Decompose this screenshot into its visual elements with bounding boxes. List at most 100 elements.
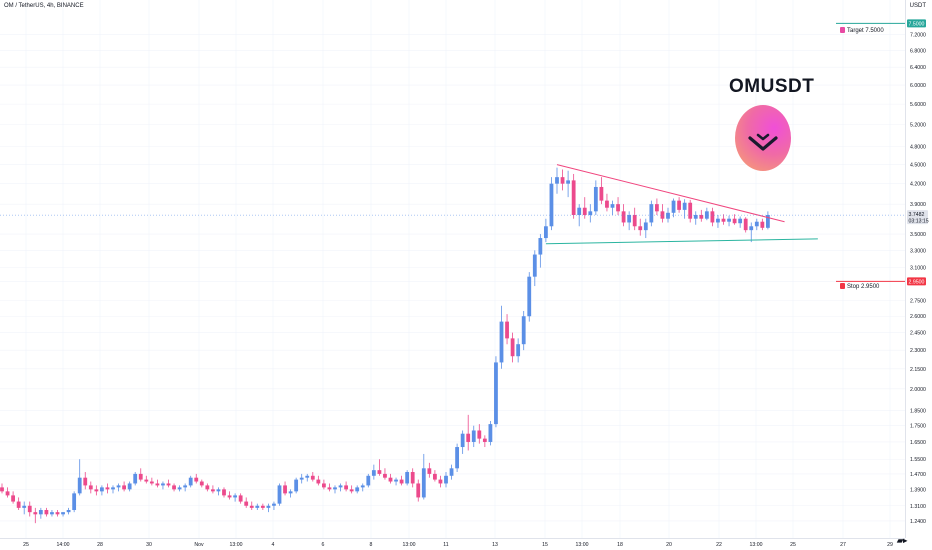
candle-body	[277, 485, 282, 504]
candle-body	[227, 495, 232, 498]
candle-body	[605, 200, 609, 208]
price-tick-label: 4.5000	[910, 163, 926, 169]
upper-trendline	[556, 164, 785, 223]
time-tick-label: 15	[542, 542, 548, 548]
candle-body	[299, 477, 304, 480]
price-tick-label: 2.7500	[910, 299, 926, 305]
candle-body	[122, 485, 126, 490]
price-tick-label: 1.2400	[910, 519, 926, 525]
candle-body	[144, 479, 149, 482]
om-logo-icon	[735, 105, 791, 171]
candle-body	[288, 491, 293, 494]
candle-body	[749, 226, 754, 231]
candle-body	[527, 276, 532, 317]
candle-body	[72, 493, 77, 511]
price-tick-label: 4.8000	[910, 145, 926, 151]
candle-body	[22, 505, 27, 508]
candle-body	[760, 221, 765, 228]
tradingview-logo-icon[interactable]: ▰▸	[897, 536, 908, 545]
candle-body	[316, 479, 321, 484]
candle-body	[627, 214, 632, 223]
time-axis[interactable]: 25 14:00 28 30 Nov 13:00 4 6 8 13:00 11 13 15 13:00 18…	[23, 542, 893, 548]
candle-body	[255, 505, 260, 508]
candle-body	[460, 433, 465, 448]
candle-body	[649, 204, 654, 223]
candle-body	[233, 495, 237, 498]
candle-body	[560, 177, 565, 184]
candle-body	[5, 491, 10, 496]
price-axis[interactable]: 7.2000 6.8000 6.4000 6.0000 5.6000 5.2000 4.80…	[910, 33, 926, 525]
candle-body	[410, 472, 415, 484]
candle-body	[249, 505, 254, 508]
candle-body	[416, 483, 421, 498]
target-label: Target 7.5000	[840, 27, 884, 34]
candle-body	[327, 487, 332, 490]
time-tick-label: 13:00	[403, 542, 416, 548]
price-tick-label: 2.1500	[910, 367, 926, 373]
candle-body	[704, 211, 709, 219]
candle-body	[27, 505, 32, 513]
time-tick-label: 18	[617, 542, 623, 548]
candle-body	[66, 510, 71, 513]
price-tick-label: 3.5000	[910, 232, 926, 238]
candle-body	[727, 218, 731, 222]
candle-body	[272, 503, 276, 506]
brand-title: OMUSDT	[729, 76, 815, 97]
candle-body	[77, 477, 82, 494]
axis-currency[interactable]: USDT	[909, 3, 926, 9]
time-tick-label: 25	[23, 542, 29, 548]
candle-body	[699, 214, 704, 219]
current-price-tag-bg	[907, 210, 928, 225]
candle-body	[366, 475, 371, 486]
candle-body	[621, 211, 626, 223]
candle-body	[616, 204, 620, 212]
price-tick-label: 6.8000	[910, 48, 926, 54]
candle-body	[638, 226, 643, 231]
candle-body	[471, 430, 476, 442]
candle-body	[260, 505, 265, 508]
target-icon	[840, 27, 845, 34]
candle-body	[333, 487, 337, 490]
candle-body	[161, 483, 165, 486]
lower-trendline	[545, 238, 818, 245]
price-tick-label: 3.3000	[910, 248, 926, 254]
candle-body	[371, 470, 376, 476]
time-tick-label: 4	[272, 542, 275, 548]
candle-body	[38, 510, 43, 515]
candle-body	[693, 214, 698, 219]
time-tick-label: 30	[146, 542, 152, 548]
candle-body	[688, 202, 693, 219]
price-tick-label: 4.2000	[910, 182, 926, 188]
candle-body	[449, 468, 454, 476]
candle-body	[682, 202, 687, 210]
candle-body	[610, 204, 615, 208]
candle-body	[677, 200, 681, 210]
candle-body	[405, 472, 410, 484]
time-tick-label: 14:00	[57, 542, 70, 548]
price-tick-label: 6.4000	[910, 65, 926, 71]
candle-body	[521, 316, 526, 345]
candle-body	[743, 218, 748, 231]
candle-body	[427, 468, 432, 474]
candle-body	[394, 479, 398, 482]
price-tick-label: 2.0000	[910, 387, 926, 393]
candle-body	[499, 321, 504, 363]
candle-body	[322, 483, 326, 488]
time-tick-label: 13:00	[576, 542, 589, 548]
price-tick-label: 3.1000	[910, 266, 926, 272]
candle-body	[11, 495, 15, 502]
candle-body	[177, 487, 182, 490]
price-tick-label: 7.2000	[910, 33, 926, 39]
candle-body	[88, 485, 93, 490]
candle-body	[444, 475, 448, 484]
candle-body	[166, 483, 171, 486]
candle-body	[294, 479, 299, 492]
candle-body	[16, 501, 21, 508]
time-tick-label: 11	[443, 542, 448, 548]
price-tick-label: 6.0000	[910, 83, 926, 89]
time-tick-label: 25	[790, 542, 796, 548]
time-tick-label: 6	[322, 542, 325, 548]
candle-body	[666, 212, 670, 219]
candle-body	[544, 226, 548, 239]
